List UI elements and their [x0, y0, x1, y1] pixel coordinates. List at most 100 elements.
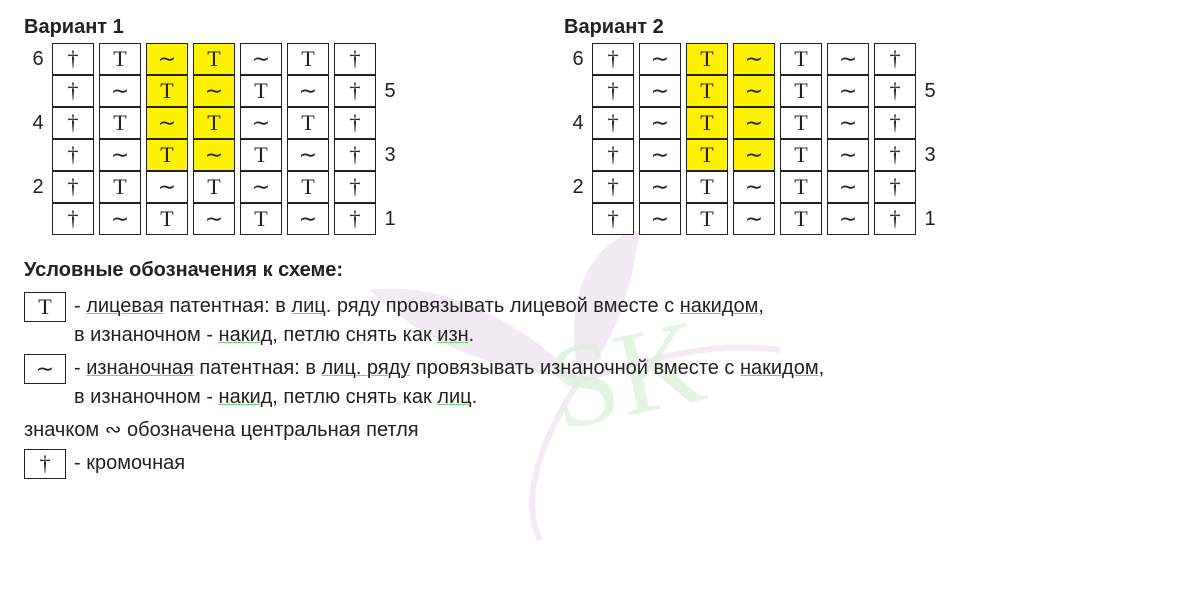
cell: T: [146, 75, 188, 107]
legend-final-text: - кромочная: [74, 449, 1176, 478]
cell: T: [780, 75, 822, 107]
row-number-left: 2: [564, 176, 592, 199]
cell: ∼: [827, 107, 869, 139]
cell: †: [334, 107, 376, 139]
row-cells: †T∼T∼T†: [52, 43, 376, 75]
cell: ∼: [733, 43, 775, 75]
cell: †: [52, 43, 94, 75]
scheme-1-chart: 6†T∼T∼T††∼T∼T∼†54†T∼T∼T††∼T∼T∼†32†T∼T∼T†…: [24, 43, 404, 235]
row-cells: †∼T∼T∼†: [592, 139, 916, 171]
cell: ∼: [733, 171, 775, 203]
cell: ∼: [639, 139, 681, 171]
cell: T: [240, 139, 282, 171]
cell: T: [240, 75, 282, 107]
cell: T: [686, 107, 728, 139]
row-number-left: 2: [24, 176, 52, 199]
scheme-2-title: Вариант 2: [564, 16, 944, 39]
cell: †: [874, 107, 916, 139]
chart-row: 2†∼T∼T∼†: [564, 171, 944, 203]
cell: ∼: [99, 203, 141, 235]
cell: T: [780, 139, 822, 171]
cell: T: [780, 107, 822, 139]
scheme-2-chart: 6†∼T∼T∼††∼T∼T∼†54†∼T∼T∼††∼T∼T∼†32†∼T∼T∼†…: [564, 43, 944, 235]
row-number-left: 6: [564, 48, 592, 71]
cell: ∼: [639, 171, 681, 203]
cell: ∼: [99, 139, 141, 171]
cell: T: [240, 203, 282, 235]
chart-row: †∼T∼T∼†3: [24, 139, 404, 171]
cell: T: [686, 203, 728, 235]
cell: T: [287, 171, 329, 203]
legend-final: † - кромочная: [24, 449, 1176, 479]
row-number-left: 4: [564, 112, 592, 135]
cell: †: [592, 203, 634, 235]
cell: †: [874, 171, 916, 203]
chart-row: 2†T∼T∼T†: [24, 171, 404, 203]
cell: †: [592, 171, 634, 203]
cell: ∼: [287, 75, 329, 107]
cell: †: [874, 139, 916, 171]
cell: †: [592, 75, 634, 107]
cell: †: [334, 139, 376, 171]
row-number-right: 3: [916, 144, 944, 167]
chart-row: †∼T∼T∼†3: [564, 139, 944, 171]
chart-row: †∼T∼T∼†1: [24, 203, 404, 235]
scheme-1-title: Вариант 1: [24, 16, 404, 39]
cell: T: [287, 107, 329, 139]
cell: T: [99, 107, 141, 139]
scheme-2: Вариант 2 6†∼T∼T∼††∼T∼T∼†54†∼T∼T∼††∼T∼T∼…: [564, 16, 944, 235]
legend-items: T - лицевая патентная: в лиц. ряду провяз…: [24, 292, 1176, 412]
legend-text: - изнаночная патентная: в лиц. ряду пров…: [74, 354, 1176, 412]
row-cells: †T∼T∼T†: [52, 171, 376, 203]
row-number-right: 1: [916, 208, 944, 231]
cell: †: [334, 203, 376, 235]
cell: ∼: [639, 107, 681, 139]
cell: †: [52, 203, 94, 235]
chart-row: †∼T∼T∼†5: [24, 75, 404, 107]
cell: ∼: [733, 139, 775, 171]
cell: ∼: [240, 43, 282, 75]
cell: ∼: [193, 75, 235, 107]
row-number-left: 4: [24, 112, 52, 135]
chart-row: 6†T∼T∼T†: [24, 43, 404, 75]
cell: †: [52, 75, 94, 107]
cell: ∼: [193, 139, 235, 171]
cell: ∼: [639, 203, 681, 235]
row-cells: †∼T∼T∼†: [592, 75, 916, 107]
legend-title: Условные обозначения к схеме:: [24, 259, 1176, 282]
legend-item: ∼- изнаночная патентная: в лиц. ряду про…: [24, 354, 1176, 412]
cell: ∼: [146, 171, 188, 203]
row-number-right: 1: [376, 208, 404, 231]
cell: ∼: [639, 43, 681, 75]
cell: T: [686, 43, 728, 75]
cell: ∼: [827, 75, 869, 107]
cell: ∼: [193, 203, 235, 235]
cell: †: [592, 139, 634, 171]
chart-row: 4†T∼T∼T†: [24, 107, 404, 139]
cell: †: [52, 139, 94, 171]
legend-item: T - лицевая патентная: в лиц. ряду провяз…: [24, 292, 1176, 350]
cell: T: [686, 171, 728, 203]
cell: †: [52, 171, 94, 203]
legend-text: - лицевая патентная: в лиц. ряду провязы…: [74, 292, 1176, 350]
scheme-1: Вариант 1 6†T∼T∼T††∼T∼T∼†54†T∼T∼T††∼T∼T∼…: [24, 16, 404, 235]
legend-symbol: T: [24, 292, 66, 322]
row-cells: †∼T∼T∼†: [52, 75, 376, 107]
cell: T: [193, 171, 235, 203]
cell: T: [99, 43, 141, 75]
row-cells: †∼T∼T∼†: [592, 171, 916, 203]
cell: †: [874, 75, 916, 107]
cell: ∼: [99, 75, 141, 107]
chart-row: 4†∼T∼T∼†: [564, 107, 944, 139]
cell: †: [874, 43, 916, 75]
row-cells: †∼T∼T∼†: [592, 43, 916, 75]
cell: T: [686, 139, 728, 171]
row-cells: †∼T∼T∼†: [592, 203, 916, 235]
cell: ∼: [240, 171, 282, 203]
cell: ∼: [240, 107, 282, 139]
cell: ∼: [827, 43, 869, 75]
cell: †: [874, 203, 916, 235]
cell: T: [780, 43, 822, 75]
cell: ∼: [146, 43, 188, 75]
cell: ∼: [733, 203, 775, 235]
